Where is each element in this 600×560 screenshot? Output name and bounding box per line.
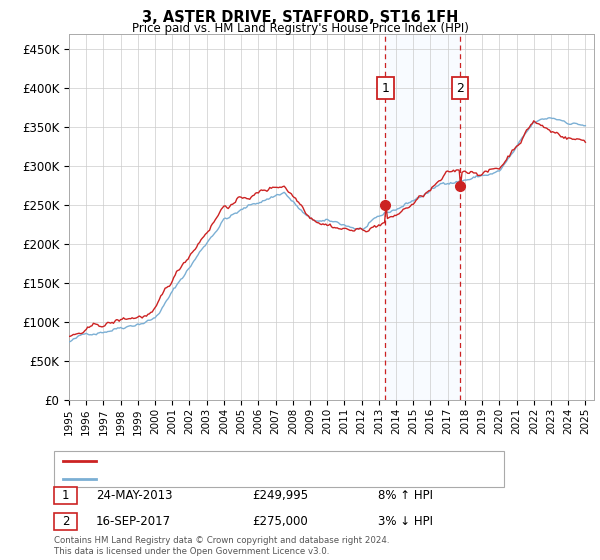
Text: 2: 2 (62, 515, 69, 528)
Text: 3, ASTER DRIVE, STAFFORD, ST16 1FH: 3, ASTER DRIVE, STAFFORD, ST16 1FH (142, 10, 458, 25)
Text: 1: 1 (382, 82, 389, 95)
Text: 24-MAY-2013: 24-MAY-2013 (96, 489, 173, 502)
Text: 1: 1 (62, 489, 69, 502)
Text: Contains HM Land Registry data © Crown copyright and database right 2024.
This d: Contains HM Land Registry data © Crown c… (54, 536, 389, 556)
Text: 3% ↓ HPI: 3% ↓ HPI (378, 515, 433, 528)
Text: 16-SEP-2017: 16-SEP-2017 (96, 515, 171, 528)
Text: £275,000: £275,000 (252, 515, 308, 528)
Text: 2: 2 (456, 82, 464, 95)
Text: 8% ↑ HPI: 8% ↑ HPI (378, 489, 433, 502)
Text: 3, ASTER DRIVE, STAFFORD, ST16 1FH (detached house): 3, ASTER DRIVE, STAFFORD, ST16 1FH (deta… (102, 456, 412, 466)
Bar (385, 34, 460, 400)
Text: £249,995: £249,995 (252, 489, 308, 502)
Text: Price paid vs. HM Land Registry's House Price Index (HPI): Price paid vs. HM Land Registry's House … (131, 22, 469, 35)
Text: HPI: Average price, detached house, Stafford: HPI: Average price, detached house, Staf… (102, 474, 348, 484)
